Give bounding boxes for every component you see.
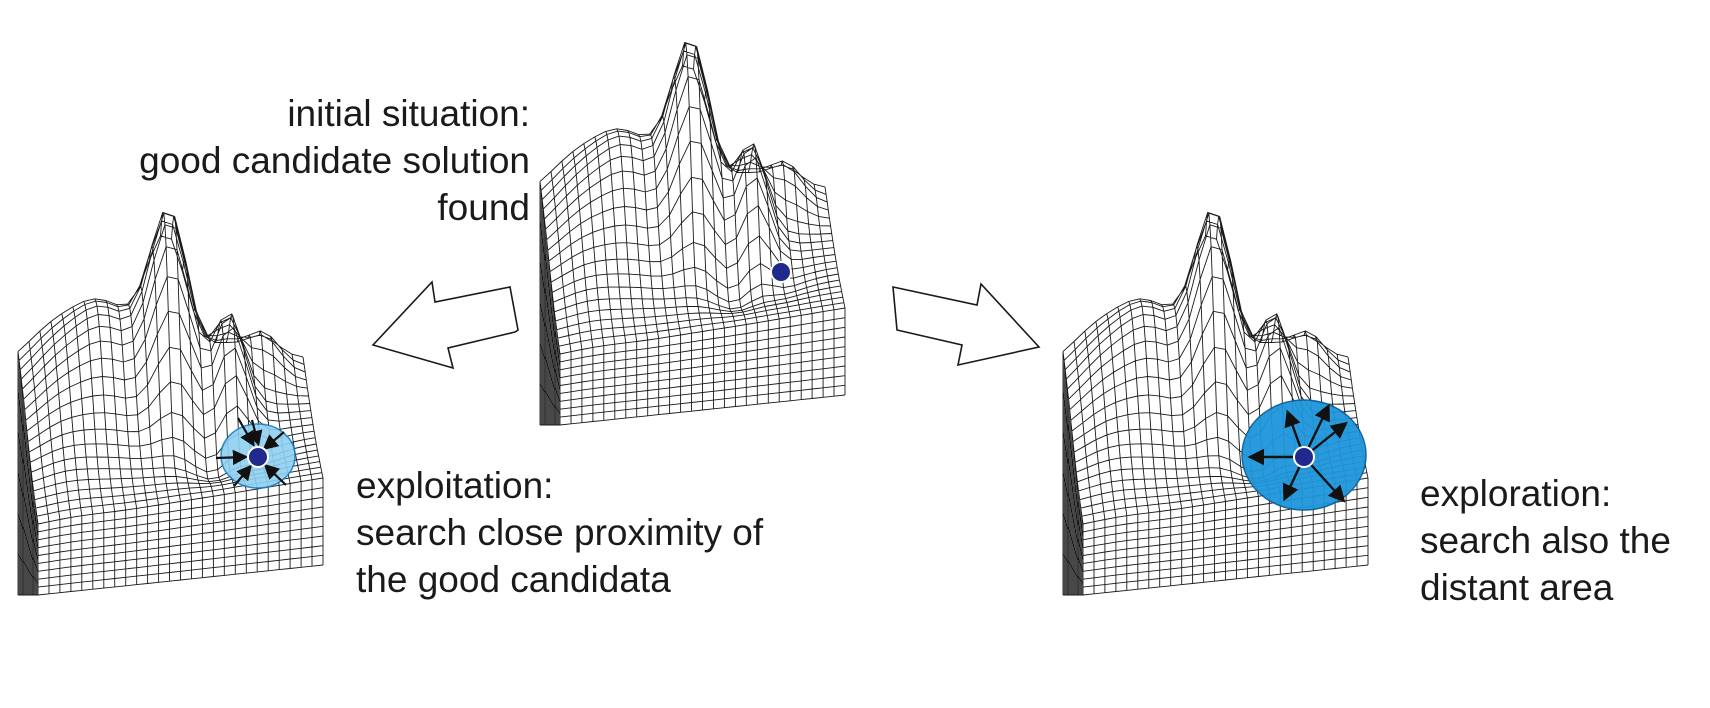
candidate-dot (1293, 446, 1315, 468)
right-arrow-icon (892, 282, 1041, 367)
caption-line: good candidate solution (139, 140, 530, 181)
caption-line: found (437, 187, 530, 228)
caption-line: exploitation: (356, 465, 554, 506)
candidate-dot (770, 261, 792, 283)
caption-line: initial situation: (287, 93, 530, 134)
caption-line: search close proximity of (356, 512, 764, 553)
landscape-fill (540, 65, 845, 426)
caption-line: exploration: (1420, 473, 1612, 514)
landscape-mesh (1062, 211, 1369, 596)
caption-line: the good candidata (356, 559, 671, 600)
caption-initial-situation: initial situation: good candidate soluti… (40, 90, 530, 231)
caption-line: distant area (1420, 567, 1614, 608)
candidate-dot (247, 446, 269, 468)
exploration-highlight (1241, 399, 1367, 511)
landscape-mesh (539, 41, 846, 426)
inward-arrows (215, 417, 287, 487)
landscape-fill (18, 235, 323, 596)
exploitation-landscape (17, 211, 324, 596)
exploitation-highlight (215, 417, 296, 489)
caption-exploration: exploration: search also the distant are… (1420, 470, 1671, 611)
left-arrow-icon (371, 280, 519, 370)
landscape-mesh (17, 211, 324, 596)
caption-exploitation: exploitation: search close proximity of … (356, 462, 763, 603)
caption-line: search also the (1420, 520, 1671, 561)
initial-landscape (539, 41, 846, 426)
